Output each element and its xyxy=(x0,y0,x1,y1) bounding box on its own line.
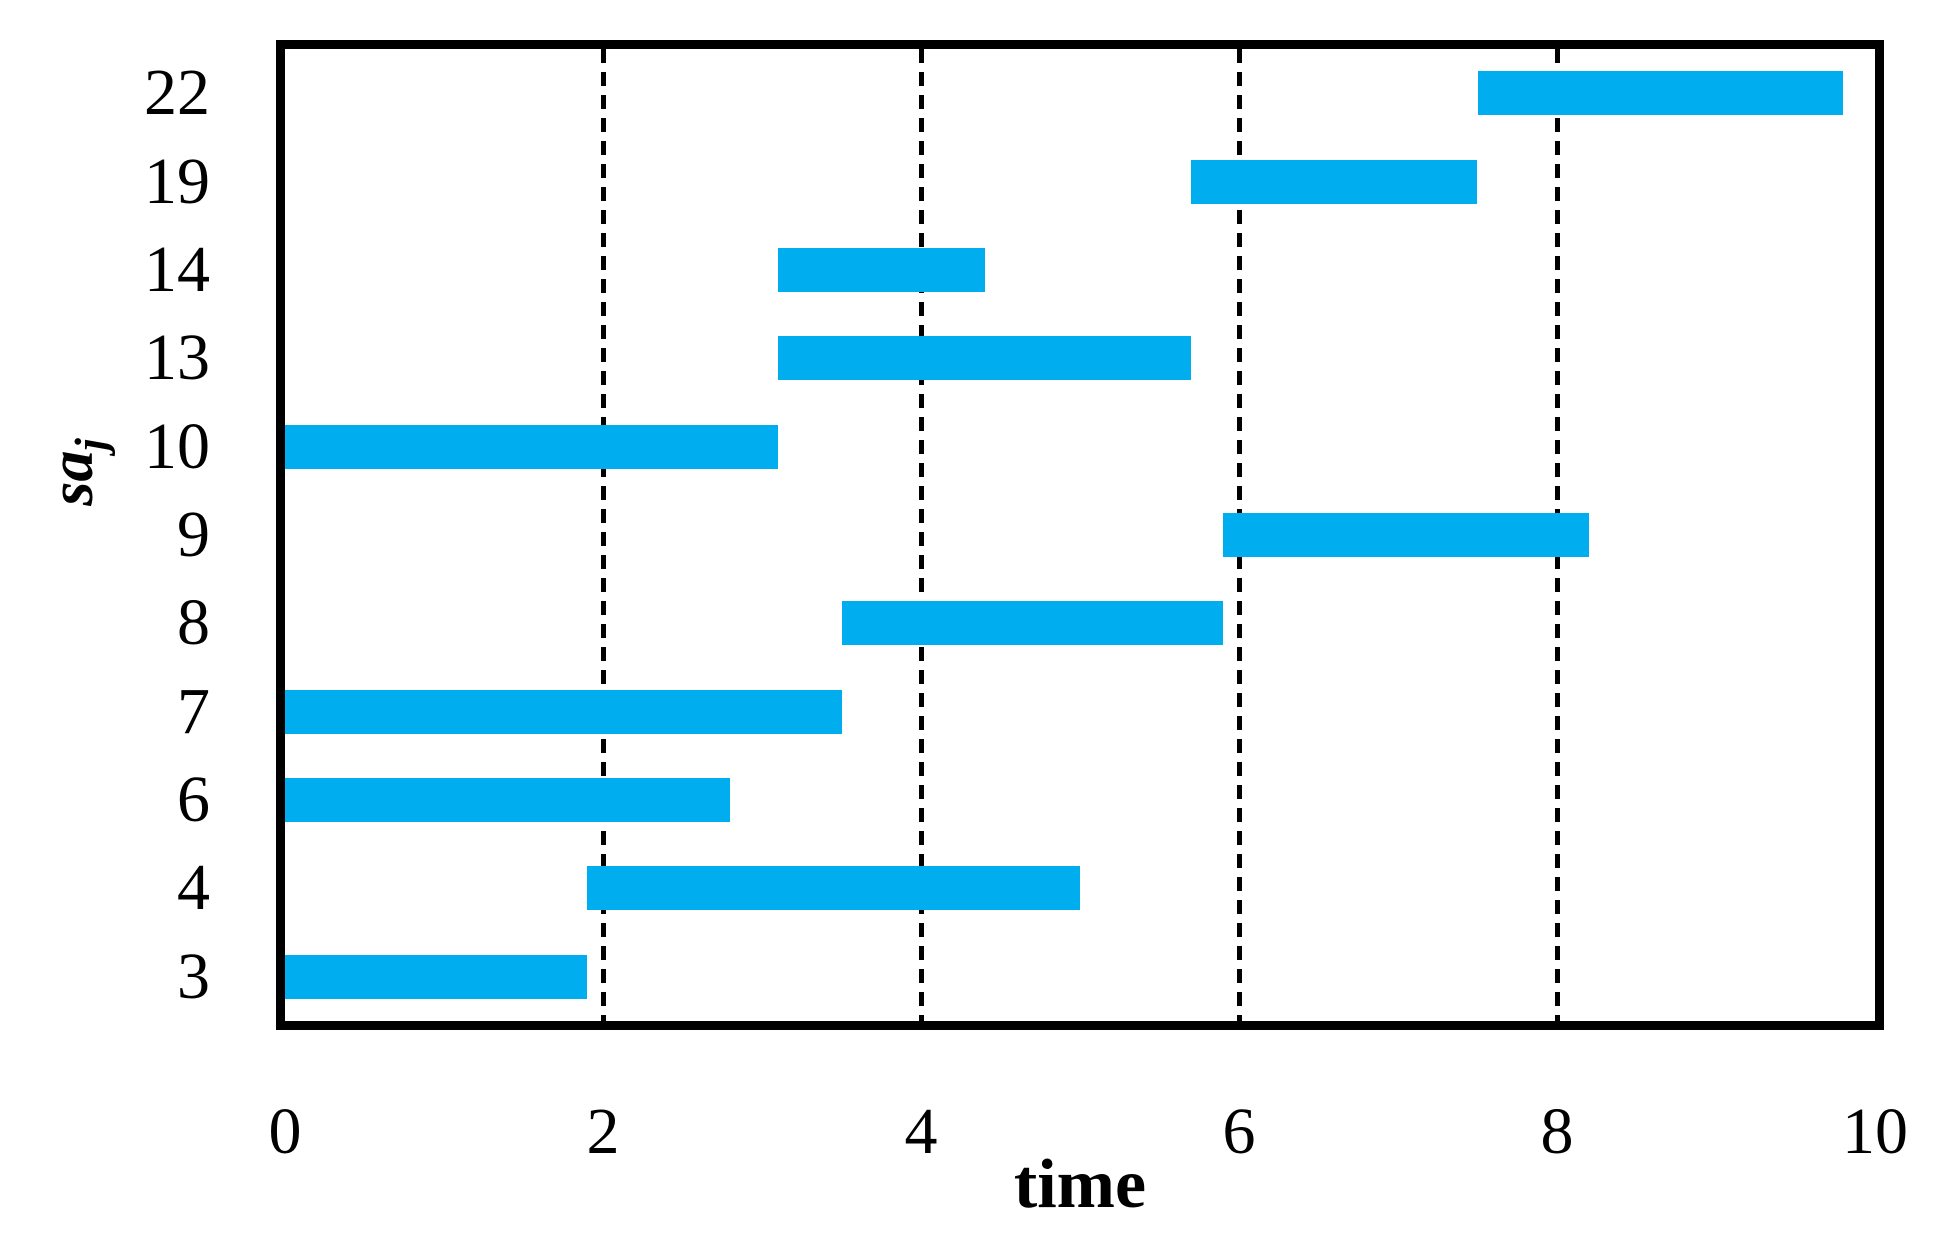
activity-bar-14 xyxy=(777,247,985,292)
activity-bar-13 xyxy=(777,336,1192,381)
y-tick-label-6: 6 xyxy=(177,763,210,837)
y-tick-label-9: 9 xyxy=(177,498,210,571)
y-tick-label-13: 13 xyxy=(144,321,210,395)
activity-bar-19 xyxy=(1191,159,1478,204)
activity-bar-7 xyxy=(285,689,842,734)
x-tick-label-0: 0 xyxy=(268,1095,302,1168)
plot-area xyxy=(276,40,1884,1030)
x-tick-label-2: 2 xyxy=(586,1095,620,1168)
activity-bar-10 xyxy=(285,424,778,469)
x-tick-label-6: 6 xyxy=(1222,1095,1256,1168)
activity-bar-8 xyxy=(841,601,1224,646)
x-tick-label-8: 8 xyxy=(1540,1095,1574,1168)
activity-bar-3 xyxy=(285,954,588,999)
y-tick-label-8: 8 xyxy=(177,586,210,660)
vertical-gridline-x4 xyxy=(918,49,924,1021)
x-tick-label-10: 10 xyxy=(1842,1095,1908,1168)
y-tick-label-14: 14 xyxy=(144,232,210,306)
x-axis-label: time xyxy=(1013,1146,1147,1223)
activity-bar-4 xyxy=(587,866,1080,911)
activity-bar-22 xyxy=(1477,71,1844,116)
y-tick-label-7: 7 xyxy=(177,674,210,748)
y-tick-label-10: 10 xyxy=(144,409,210,483)
activity-bar-6 xyxy=(285,778,731,823)
y-tick-label-22: 22 xyxy=(144,56,210,130)
vertical-gridline-x2 xyxy=(600,49,606,1021)
x-tick-label-4: 4 xyxy=(904,1095,938,1168)
y-tick-label-4: 4 xyxy=(177,851,210,925)
activity-bar-9 xyxy=(1223,513,1589,557)
y-tick-label-3: 3 xyxy=(177,939,210,1013)
y-tick-label-19: 19 xyxy=(144,144,210,218)
